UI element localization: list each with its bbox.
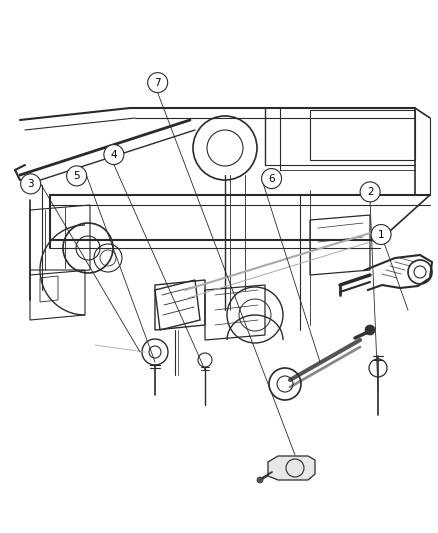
Circle shape — [360, 182, 380, 202]
Circle shape — [148, 72, 168, 93]
Text: 1: 1 — [378, 230, 385, 239]
Circle shape — [261, 168, 282, 189]
Circle shape — [371, 224, 391, 245]
Text: 7: 7 — [154, 78, 161, 87]
Circle shape — [21, 174, 41, 194]
Circle shape — [257, 477, 263, 483]
Polygon shape — [268, 456, 315, 480]
Text: 5: 5 — [73, 171, 80, 181]
Circle shape — [104, 144, 124, 165]
Text: 4: 4 — [110, 150, 117, 159]
Text: 6: 6 — [268, 174, 275, 183]
Text: 2: 2 — [367, 187, 374, 197]
Circle shape — [67, 166, 87, 186]
Text: 3: 3 — [27, 179, 34, 189]
Circle shape — [365, 325, 375, 335]
